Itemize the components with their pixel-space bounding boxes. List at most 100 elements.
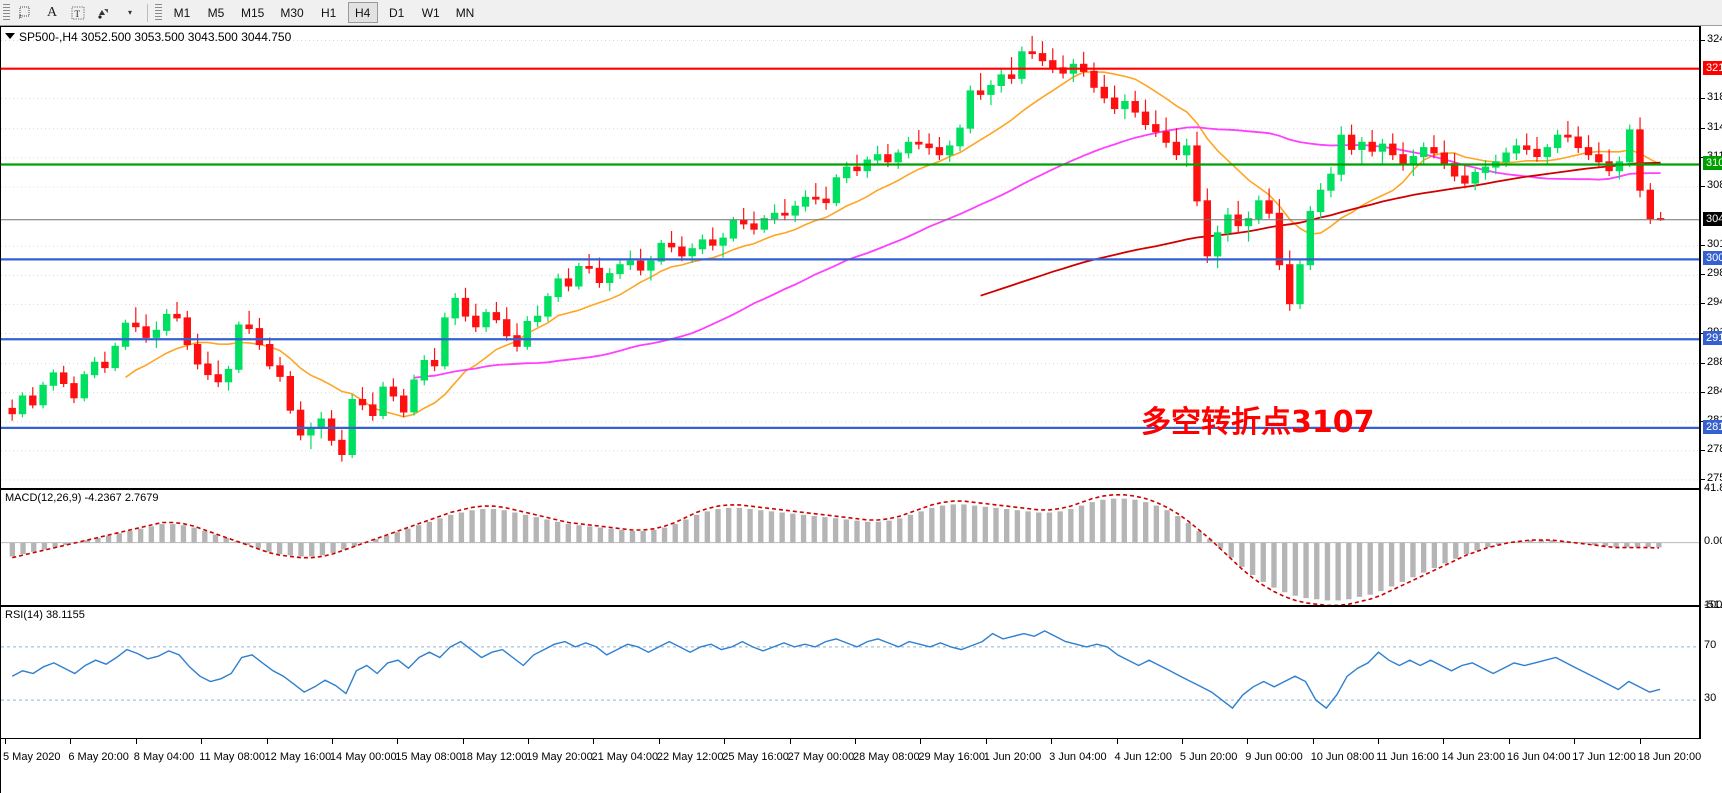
time-tick-mark <box>1181 739 1183 744</box>
time-axis-label: 5 Jun 20:00 <box>1179 751 1238 763</box>
price-candles <box>1 35 1699 481</box>
price-tick-mark <box>1701 479 1705 481</box>
time-axis-label: 10 Jun 08:00 <box>1310 751 1375 763</box>
time-axis-label: 11 May 08:00 <box>199 751 265 763</box>
text-box-icon[interactable]: T <box>65 2 91 24</box>
toolbar-grip[interactable] <box>3 3 10 22</box>
macd-pane[interactable]: MACD(12,26,9) -4.2367 2.7679 <box>0 489 1700 606</box>
time-axis-label: 5 May 2020 <box>3 751 61 763</box>
rsi-label: RSI(14) 38.1155 <box>5 609 85 621</box>
timeframe-m5[interactable]: M5 <box>207 5 225 20</box>
price-tick-label: 3014.890 <box>1707 238 1722 251</box>
time-tick-mark <box>331 739 333 744</box>
rsi-pane[interactable]: RSI(14) 38.1155 <box>0 606 1700 739</box>
timeframe-m15[interactable]: M15 <box>241 5 265 20</box>
price-tick-label: 2784.050 <box>1707 442 1722 455</box>
price-pane[interactable]: SP500-,H4 3052.500 3053.500 3043.500 304… <box>0 26 1700 489</box>
time-tick-mark <box>1116 739 1118 744</box>
price-tick-mark <box>1701 127 1705 129</box>
price-scale[interactable]: 3246.7253181.0553147.2253114.3903081.555… <box>1700 26 1722 739</box>
price-tick-label: 2882.555 <box>1707 355 1722 368</box>
chevron-down-icon[interactable]: ▾ <box>127 8 132 17</box>
svg-text:T: T <box>75 9 81 19</box>
timeframe-w1[interactable]: W1 <box>421 5 440 20</box>
macd-label: MACD(12,26,9) -4.2367 2.7679 <box>5 492 159 504</box>
timeframe-d1[interactable]: D1 <box>389 5 405 20</box>
time-tick-mark <box>462 739 464 744</box>
collapse-triangle-icon[interactable] <box>5 33 15 39</box>
time-tick-mark <box>1443 739 1445 744</box>
price-tick-label: 3181.055 <box>1707 90 1722 103</box>
time-axis-label: 19 May 20:00 <box>526 751 593 763</box>
price-tick-mark <box>1701 449 1705 451</box>
time-axis-label: 27 May 00:00 <box>787 751 855 763</box>
symbol-header-text: SP500-,H4 3052.500 3053.500 3043.500 304… <box>19 30 292 44</box>
timeframe-bar: M1 M5 M15 M30 H1 H4 D1 W1 MN <box>165 2 482 23</box>
crosshair-icon[interactable]: F <box>13 2 39 24</box>
price-tick-label: 3147.225 <box>1707 120 1722 133</box>
price-tick-mark <box>1701 303 1705 305</box>
price-marker-3107-000[interactable]: 3107.000 <box>1703 156 1722 171</box>
price-marker-2910-000[interactable]: 2910.000 <box>1703 331 1722 346</box>
time-tick-mark <box>528 739 530 744</box>
time-axis-label: 12 May 16:00 <box>264 751 332 763</box>
macd-tick-label: 41.833 <box>1704 482 1722 494</box>
time-tick-mark <box>985 739 987 744</box>
time-axis-label: 22 May 12:00 <box>656 751 724 763</box>
chart-area: SP500-,H4 3052.500 3053.500 3043.500 304… <box>0 26 1722 793</box>
time-axis-label: 18 May 12:00 <box>460 751 528 763</box>
time-tick-mark <box>789 739 791 744</box>
time-tick-mark <box>397 739 399 744</box>
price-tick-label: 2849.720 <box>1707 384 1722 397</box>
main-toolbar: F A T ▾ M1 M5 M15 M30 H1 H4 D1 W1 MN <box>0 0 1722 26</box>
price-marker-2810-000[interactable]: 2810.000 <box>1703 419 1722 434</box>
time-tick-mark <box>1312 739 1314 744</box>
macd-tick-label: -51.2535 <box>1704 599 1722 611</box>
time-axis-label: 28 May 08:00 <box>853 751 920 763</box>
price-tick-label: 2949.220 <box>1707 296 1722 309</box>
text-label-icon[interactable]: A <box>46 4 58 20</box>
price-tick-mark <box>1701 274 1705 276</box>
timeframe-h1[interactable]: H1 <box>321 5 337 20</box>
toolbar-divider <box>147 3 148 22</box>
price-tick-label: 3246.725 <box>1707 32 1722 45</box>
macd-tick-label: 0.00 <box>1704 534 1722 547</box>
time-axis-label: 3 Jun 04:00 <box>1049 751 1107 763</box>
time-tick-mark <box>135 739 137 744</box>
time-tick-mark <box>855 739 856 744</box>
chart-annotation-text: 多空转折点3107 <box>1141 405 1375 440</box>
price-marker-3000-000[interactable]: 3000.000 <box>1703 251 1722 266</box>
price-tick-mark <box>1701 245 1705 247</box>
symbol-header: SP500-,H4 3052.500 3053.500 3043.500 304… <box>5 30 291 44</box>
time-tick-mark <box>70 739 72 744</box>
time-axis-label: 6 May 20:00 <box>68 751 129 763</box>
timeframe-grip[interactable] <box>155 3 162 22</box>
time-tick-mark <box>1378 739 1380 744</box>
price-marker-3044-750[interactable]: 3044.750 <box>1703 211 1722 226</box>
price-tick-label: 3081.555 <box>1707 179 1722 192</box>
time-tick-mark <box>920 739 922 744</box>
time-axis-label: 25 May 16:00 <box>722 751 789 763</box>
time-axis-label: 1 Jun 20:00 <box>983 751 1042 763</box>
price-tick-label: 2982.055 <box>1707 267 1722 280</box>
time-axis-label: 21 May 04:00 <box>591 751 659 763</box>
time-axis-label: 8 May 04:00 <box>133 751 195 763</box>
objects-icon[interactable] <box>91 2 117 24</box>
time-tick-mark <box>1574 739 1576 744</box>
timeframe-h4[interactable]: H4 <box>347 2 378 23</box>
timeframe-m1[interactable]: M1 <box>173 5 191 20</box>
rsi-tick-label: 100 <box>1704 599 1722 611</box>
time-axis-label: 4 Jun 12:00 <box>1114 751 1173 763</box>
price-tick-mark <box>1701 391 1705 393</box>
time-tick-mark <box>201 739 203 744</box>
timeframe-mn[interactable]: MN <box>455 5 475 20</box>
time-axis-label: 18 Jun 20:00 <box>1637 751 1702 763</box>
time-axis-label: 9 Jun 00:00 <box>1245 751 1303 763</box>
price-tick-mark <box>1701 362 1705 364</box>
time-tick-mark <box>5 739 6 744</box>
price-marker-3215-000[interactable]: 3215.000 <box>1703 60 1722 75</box>
time-tick-mark <box>1508 739 1510 744</box>
time-axis-label: 14 May 00:00 <box>329 751 397 763</box>
price-tick-label: 2751.215 <box>1707 472 1722 485</box>
timeframe-m30[interactable]: M30 <box>280 5 304 20</box>
